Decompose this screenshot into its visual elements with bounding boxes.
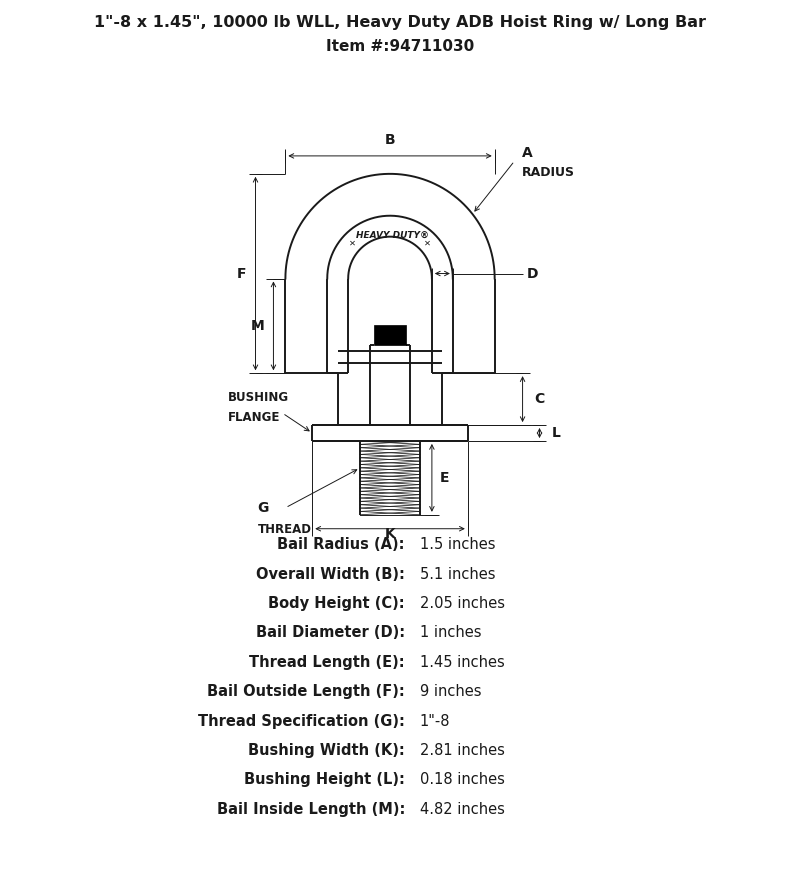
Text: D: D [526,267,538,281]
Text: Bushing Width (K):: Bushing Width (K): [248,743,405,758]
Text: 2.81 inches: 2.81 inches [420,743,505,758]
Text: F: F [237,267,246,281]
Text: E: E [440,471,450,485]
Text: Thread Specification (G):: Thread Specification (G): [198,713,405,728]
Bar [374,325,406,345]
Text: Bail Radius (A):: Bail Radius (A): [278,537,405,552]
Text: M: M [250,319,265,333]
Text: Bail Inside Length (M):: Bail Inside Length (M): [217,802,405,817]
Text: 1 inches: 1 inches [420,625,482,640]
Text: K: K [385,526,395,540]
Text: Bail Outside Length (F):: Bail Outside Length (F): [207,684,405,699]
Text: B: B [385,133,395,147]
Text: 5.1 inches: 5.1 inches [420,567,495,582]
Text: ✕: ✕ [349,238,356,247]
Text: Bail Diameter (D):: Bail Diameter (D): [256,625,405,640]
Text: 1"-8 x 1.45", 10000 lb WLL, Heavy Duty ADB Hoist Ring w/ Long Bar: 1"-8 x 1.45", 10000 lb WLL, Heavy Duty A… [94,15,706,30]
Text: Thread Length (E):: Thread Length (E): [250,655,405,670]
Text: 9 inches: 9 inches [420,684,482,699]
Text: HEAVY DUTY®: HEAVY DUTY® [355,231,429,240]
Text: A: A [522,146,532,160]
Text: Overall Width (B):: Overall Width (B): [256,567,405,582]
Text: FLANGE: FLANGE [228,411,280,424]
Text: ✕: ✕ [424,238,431,247]
Text: 1.45 inches: 1.45 inches [420,655,505,670]
Text: 1"-8: 1"-8 [420,713,450,728]
Text: 2.05 inches: 2.05 inches [420,596,505,611]
Text: Item #:94711030: Item #:94711030 [326,39,474,54]
Text: BUSHING: BUSHING [228,390,289,404]
Text: G: G [258,501,269,515]
Text: 4.82 inches: 4.82 inches [420,802,505,817]
Text: 1.5 inches: 1.5 inches [420,537,495,552]
Text: 0.18 inches: 0.18 inches [420,773,505,788]
Text: C: C [534,392,545,406]
Text: Bushing Height (L):: Bushing Height (L): [244,773,405,788]
Text: Body Height (C):: Body Height (C): [268,596,405,611]
Text: L: L [551,426,560,440]
Text: THREAD: THREAD [258,524,311,536]
Text: RADIUS: RADIUS [522,166,574,179]
